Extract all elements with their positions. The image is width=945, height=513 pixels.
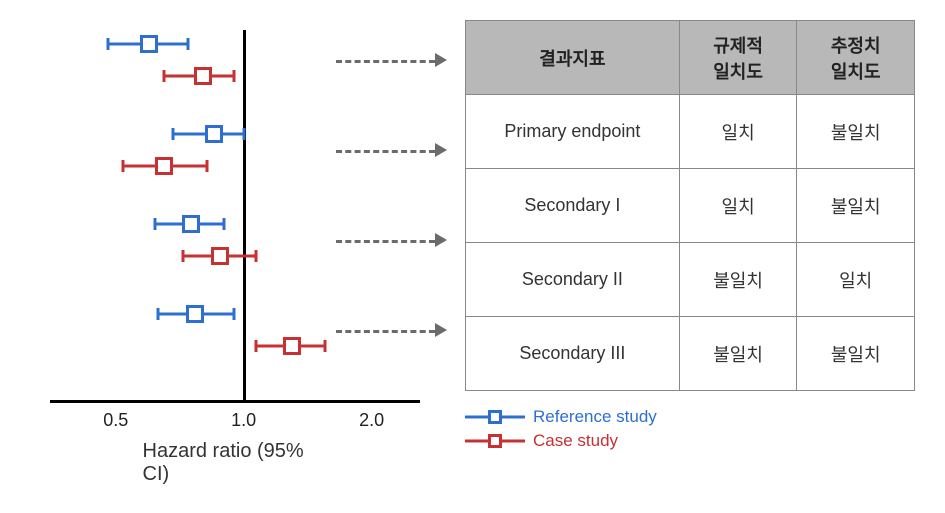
x-axis xyxy=(50,400,420,403)
cell-reg: 일치 xyxy=(679,169,797,243)
main-container: 0.5 1.0 2.0 Hazard ratio (95% CI) 결과지표규제적일치… xyxy=(0,0,945,513)
cell-est: 불일치 xyxy=(797,169,915,243)
ci-cap-case xyxy=(122,160,125,172)
legend-label: Reference study xyxy=(533,407,657,427)
ci-cap-case xyxy=(255,340,258,352)
x-axis-title: Hazard ratio (95% CI) xyxy=(143,440,328,486)
ci-cap-ref xyxy=(233,308,236,320)
arrow-to-table xyxy=(336,60,435,63)
cell-outcome: Secondary II xyxy=(466,243,680,317)
ci-cap-ref xyxy=(107,38,110,50)
marker-case xyxy=(194,67,212,85)
cell-est: 불일치 xyxy=(797,95,915,169)
ci-cap-case xyxy=(233,70,236,82)
x-tick-label: 1.0 xyxy=(231,410,256,431)
marker-ref xyxy=(140,35,158,53)
cell-reg: 불일치 xyxy=(679,243,797,317)
plot-area: 0.51.02.0Hazard ratio (95% CI) xyxy=(50,30,420,410)
ci-cap-case xyxy=(206,160,209,172)
x-tick-label: 2.0 xyxy=(359,410,384,431)
cell-est: 일치 xyxy=(797,243,915,317)
reference-line xyxy=(243,30,246,400)
ci-cap-ref xyxy=(187,38,190,50)
arrow-head-icon xyxy=(435,53,447,67)
marker-case xyxy=(155,157,173,175)
legend-label: Case study xyxy=(533,431,618,451)
legend-item-case: Case study xyxy=(465,431,915,451)
marker-ref xyxy=(182,215,200,233)
forest-plot-panel: 0.5 1.0 2.0 Hazard ratio (95% CI) xyxy=(20,20,450,493)
marker-case xyxy=(211,247,229,265)
x-tick-label: 0.5 xyxy=(103,410,128,431)
arrow-to-table xyxy=(336,150,435,153)
ci-cap-case xyxy=(182,250,185,262)
legend-item-ref: Reference study xyxy=(465,407,915,427)
ci-cap-ref xyxy=(154,218,157,230)
table-row: Secondary III불일치불일치 xyxy=(466,317,915,391)
column-header-reg: 규제적일치도 xyxy=(679,21,797,95)
arrow-head-icon xyxy=(435,323,447,337)
marker-ref xyxy=(205,125,223,143)
agreement-table: 결과지표규제적일치도추정치일치도Primary endpoint일치불일치Sec… xyxy=(465,20,915,391)
legend: Reference study Case study xyxy=(465,407,915,451)
cell-outcome: Primary endpoint xyxy=(466,95,680,169)
table-row: Secondary I일치불일치 xyxy=(466,169,915,243)
ci-cap-ref xyxy=(157,308,160,320)
ci-cap-ref xyxy=(171,128,174,140)
arrow-head-icon xyxy=(435,233,447,247)
cell-reg: 불일치 xyxy=(679,317,797,391)
ci-cap-case xyxy=(163,70,166,82)
arrow-to-table xyxy=(336,330,435,333)
table-panel: 결과지표규제적일치도추정치일치도Primary endpoint일치불일치Sec… xyxy=(450,20,915,493)
legend-glyph-ref xyxy=(465,408,525,426)
cell-est: 불일치 xyxy=(797,317,915,391)
column-header-outcome: 결과지표 xyxy=(466,21,680,95)
legend-glyph-case xyxy=(465,432,525,450)
cell-outcome: Secondary I xyxy=(466,169,680,243)
ci-cap-case xyxy=(255,250,258,262)
marker-ref xyxy=(186,305,204,323)
column-header-est: 추정치일치도 xyxy=(797,21,915,95)
arrow-to-table xyxy=(336,240,435,243)
ci-cap-ref xyxy=(242,128,245,140)
table-row: Secondary II불일치일치 xyxy=(466,243,915,317)
cell-reg: 일치 xyxy=(679,95,797,169)
ci-cap-case xyxy=(323,340,326,352)
marker-case xyxy=(283,337,301,355)
ci-cap-ref xyxy=(223,218,226,230)
cell-outcome: Secondary III xyxy=(466,317,680,391)
arrow-head-icon xyxy=(435,143,447,157)
table-row: Primary endpoint일치불일치 xyxy=(466,95,915,169)
